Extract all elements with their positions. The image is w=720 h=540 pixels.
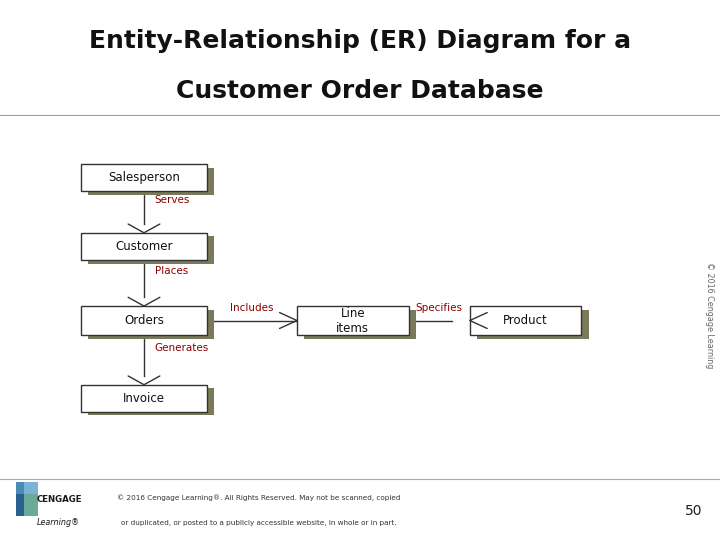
Text: © 2016 Cengage Learning: © 2016 Cengage Learning [705,262,714,368]
Text: Product: Product [503,314,548,327]
Bar [16,494,30,516]
Text: Customer Order Database: Customer Order Database [176,78,544,103]
Bar [89,237,215,264]
Text: or duplicated, or posted to a publicly accessible website, in whole or in part.: or duplicated, or posted to a publicly a… [122,519,397,525]
Bar [304,309,416,339]
Text: CENGAGE: CENGAGE [37,495,82,504]
Text: Specifies: Specifies [415,303,463,313]
Bar [16,482,30,504]
Text: Orders: Orders [124,314,164,327]
Bar [469,306,582,335]
Text: Line
items: Line items [336,307,369,334]
Text: Entity-Relationship (ER) Diagram for a: Entity-Relationship (ER) Diagram for a [89,29,631,52]
Bar [89,309,215,339]
Text: 50: 50 [685,504,702,518]
Text: Learning®: Learning® [37,518,79,527]
Bar [477,309,589,339]
Text: Places: Places [155,266,188,276]
Text: Serves: Serves [155,195,190,205]
Bar [297,306,409,335]
Text: © 2016 Cengage Learning®. All Rights Reserved. May not be scanned, copied: © 2016 Cengage Learning®. All Rights Res… [117,495,401,501]
Bar [81,164,207,191]
Bar [89,167,215,195]
Text: Generates: Generates [155,342,209,353]
Text: Invoice: Invoice [123,392,165,405]
Bar [81,306,207,335]
Bar [24,494,38,516]
Bar [81,233,207,260]
Bar [81,384,207,412]
Text: Includes: Includes [230,303,274,313]
Text: Customer: Customer [115,240,173,253]
Text: Salesperson: Salesperson [108,171,180,184]
Bar [24,482,38,504]
Bar [89,388,215,415]
